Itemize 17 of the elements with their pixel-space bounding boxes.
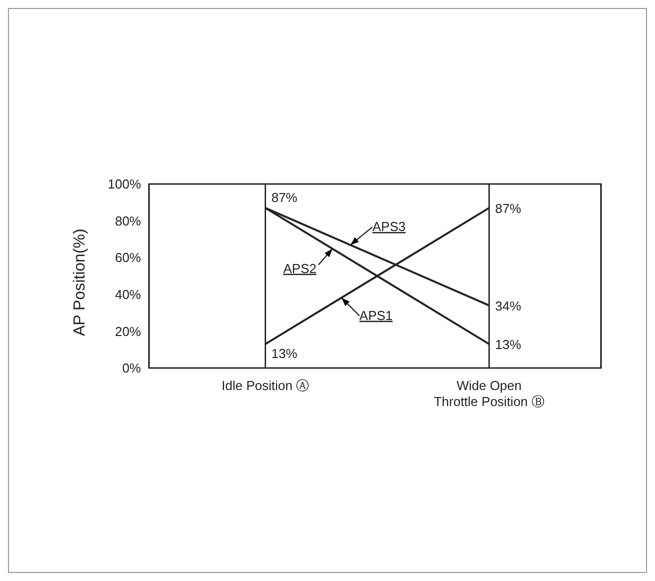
y-tick-label: 40% xyxy=(114,287,142,302)
y-tick-label: 100% xyxy=(108,176,142,192)
x-tick-label: Idle Position Ⓐ xyxy=(222,378,310,393)
y-tick-label: 80% xyxy=(114,213,142,228)
data-label: 87% xyxy=(271,190,298,205)
data-label: 34% xyxy=(495,298,522,314)
x-tick-label: Wide Open Throttle Position Ⓑ xyxy=(434,378,544,409)
series-label: APS2 xyxy=(283,260,316,276)
data-label: 87% xyxy=(495,200,522,216)
y-tick-label: 0% xyxy=(122,360,142,376)
data-label: 13% xyxy=(495,337,522,352)
y-tick-label: 60% xyxy=(114,250,142,266)
y-axis-title: AP Position(%) xyxy=(72,228,89,336)
y-tick-label: 20% xyxy=(114,324,142,339)
series-label: APS1 xyxy=(359,308,393,323)
data-label: 13% xyxy=(271,346,298,362)
series-label: APS3 xyxy=(372,218,406,234)
